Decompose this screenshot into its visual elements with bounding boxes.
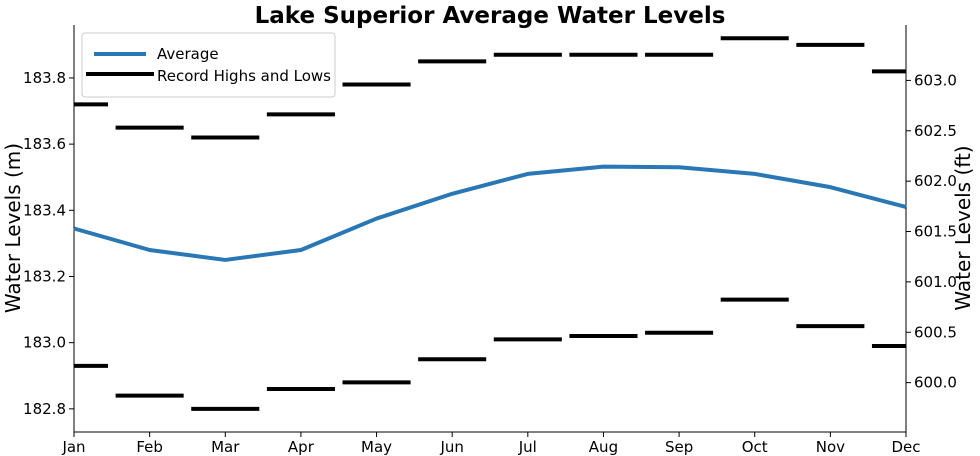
y-tick-label: 183.0	[23, 334, 66, 352]
y-tick-label: 183.4	[23, 201, 66, 219]
average-series	[73, 164, 907, 262]
y2-tick-label: 602.0	[914, 172, 957, 190]
x-tick-label: Apr	[288, 438, 315, 456]
x-tick-label: Aug	[589, 438, 618, 456]
y2-tick-label: 600.0	[914, 374, 957, 392]
x-tick-label: Feb	[136, 438, 163, 456]
x-tick-label: Jan	[61, 438, 85, 456]
y2-tick-label: 601.5	[914, 223, 957, 241]
y-tick-label: 182.8	[23, 400, 66, 418]
legend-label-records: Record Highs and Lows	[157, 67, 331, 85]
y-tick-label: 183.6	[23, 135, 66, 153]
x-tick-label: May	[361, 438, 392, 456]
x-tick-label: Mar	[211, 438, 240, 456]
right-y-ticks: 600.0 600.5 601.0 601.5 602.0 602.5 603.0	[906, 71, 957, 392]
y-tick-label: 183.2	[23, 267, 66, 285]
x-ticks: Jan Feb Mar Apr May Jun Jul Aug Sep Oct Nov Dec	[61, 432, 921, 456]
y2-tick-label: 602.5	[914, 122, 957, 140]
y2-axis-label: Water Levels (ft)	[951, 145, 975, 310]
legend: Average Record Highs and Lows	[81, 32, 336, 98]
average-line	[73, 164, 907, 262]
x-tick-label: Jun	[439, 438, 463, 456]
x-tick-label: Oct	[742, 438, 768, 456]
record-segments	[74, 36, 906, 411]
x-tick-label: Nov	[816, 438, 845, 456]
left-y-ticks: 182.8 183.0 183.2 183.4 183.6 183.8	[23, 69, 74, 418]
y-axis-label: Water Levels (m)	[1, 143, 25, 313]
chart-title: Lake Superior Average Water Levels	[255, 3, 726, 29]
x-tick-label: Sep	[665, 438, 693, 456]
y2-tick-label: 603.0	[914, 71, 957, 89]
legend-label-average: Average	[157, 45, 219, 63]
y2-tick-label: 600.5	[914, 323, 957, 341]
y2-tick-label: 601.0	[914, 273, 957, 291]
y-tick-label: 183.8	[23, 69, 66, 87]
x-tick-label: Jul	[518, 438, 537, 456]
x-tick-label: Dec	[891, 438, 920, 456]
legend-box	[81, 32, 336, 98]
